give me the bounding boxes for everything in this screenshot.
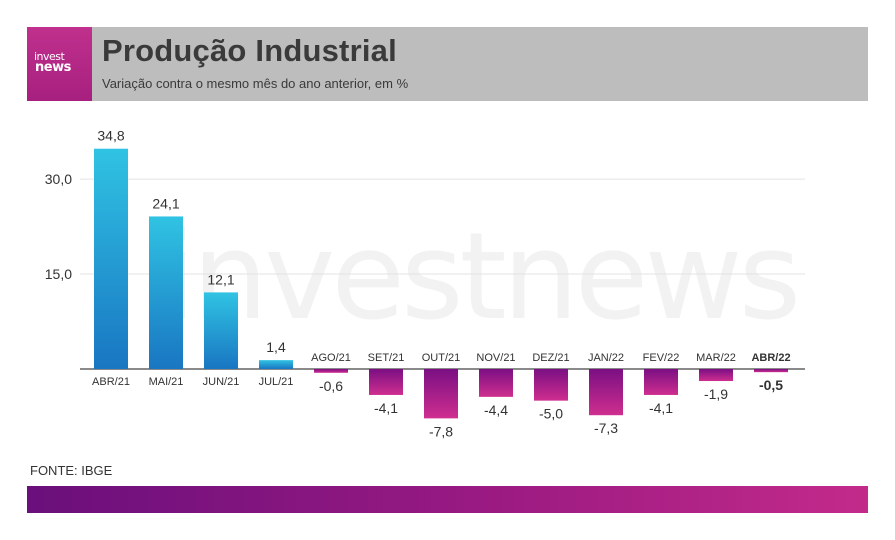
bar bbox=[94, 148, 128, 369]
investnews-logo: invest news bbox=[27, 27, 92, 101]
data-label: -0,6 bbox=[319, 378, 343, 394]
bar bbox=[644, 369, 678, 395]
data-label: 1,4 bbox=[266, 339, 286, 355]
data-label: -7,8 bbox=[429, 423, 453, 439]
logo-text-bottom: news bbox=[35, 60, 71, 75]
chart-subtitle: Variação contra o mesmo mês do ano anter… bbox=[102, 76, 409, 91]
x-tick-label: SET/21 bbox=[368, 352, 405, 364]
data-label: 34,8 bbox=[97, 128, 124, 144]
footer-bar bbox=[27, 486, 868, 513]
x-tick-label: DEZ/21 bbox=[532, 352, 569, 364]
source-note: FONTE: IBGE bbox=[30, 463, 113, 478]
y-tick-label: 30,0 bbox=[45, 171, 72, 187]
watermark-text: investnews bbox=[163, 208, 797, 347]
data-label: -5,0 bbox=[539, 406, 563, 422]
bar bbox=[149, 216, 183, 369]
bar bbox=[754, 369, 788, 373]
data-label: -7,3 bbox=[594, 420, 618, 436]
header: invest news Produção Industrial Variação… bbox=[27, 27, 868, 101]
bar bbox=[589, 369, 623, 416]
bar bbox=[424, 369, 458, 419]
chart-title: Produção Industrial bbox=[102, 33, 397, 68]
data-label: -1,9 bbox=[704, 386, 728, 402]
bar bbox=[314, 369, 348, 373]
y-tick-label: 15,0 bbox=[45, 266, 72, 282]
x-tick-label: AGO/21 bbox=[311, 352, 351, 364]
x-tick-label: ABR/21 bbox=[92, 376, 130, 388]
data-label: -4,1 bbox=[374, 400, 398, 416]
x-tick-label: MAR/22 bbox=[696, 352, 736, 364]
data-label: -0,5 bbox=[759, 377, 783, 393]
data-label: 12,1 bbox=[207, 271, 234, 287]
logo-text-top: invest bbox=[34, 50, 65, 63]
bar bbox=[699, 369, 733, 382]
x-tick-label: MAI/21 bbox=[149, 376, 184, 388]
x-tick-label: FEV/22 bbox=[643, 352, 680, 364]
data-label: -4,4 bbox=[484, 402, 508, 418]
bar bbox=[534, 369, 568, 401]
bar bbox=[204, 292, 238, 369]
data-label: 24,1 bbox=[152, 195, 179, 211]
x-tick-label: NOV/21 bbox=[476, 352, 515, 364]
bar bbox=[369, 369, 403, 395]
x-tick-label: JUL/21 bbox=[259, 376, 294, 388]
x-tick-label: JAN/22 bbox=[588, 352, 624, 364]
x-tick-label: ABR/22 bbox=[751, 352, 790, 364]
bar bbox=[479, 369, 513, 397]
x-tick-label: OUT/21 bbox=[422, 352, 461, 364]
x-tick-label: JUN/21 bbox=[203, 376, 240, 388]
data-label: -4,1 bbox=[649, 400, 673, 416]
bar bbox=[259, 360, 293, 369]
